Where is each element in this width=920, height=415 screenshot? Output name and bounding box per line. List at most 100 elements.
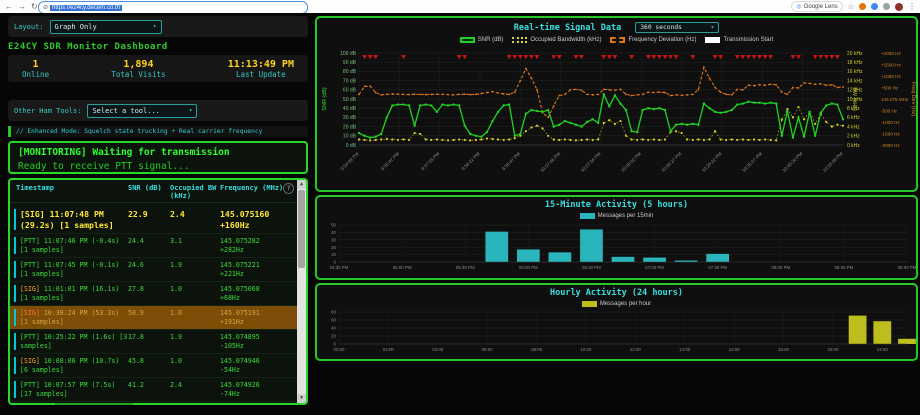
monitoring-status: [MONITORING] Waiting for transmission: [18, 146, 298, 160]
svg-text:6 kHz: 6 kHz: [847, 115, 860, 121]
freq-cell: 145.074926-74Hz: [220, 381, 297, 398]
legend-item[interactable]: Frequency Deviation (Hz): [610, 37, 696, 43]
svg-text:0 kHz: 0 kHz: [847, 143, 860, 149]
timestamp-cell: [SIG] 10:08:06 PM (10.7s) [6 samples]: [14, 357, 128, 374]
svg-text:Freq Dev (Hz): Freq Dev (Hz): [910, 82, 916, 117]
svg-text:80: 80: [331, 310, 336, 315]
svg-text:12:00: 12:00: [630, 347, 642, 352]
svg-text:02:00: 02:00: [383, 347, 395, 352]
legend-item[interactable]: Occupied Bandwidth (kHz): [512, 37, 601, 43]
svg-text:20:00: 20:00: [827, 347, 839, 352]
timestamp-cell: [SIG] 10:30:24 PM (53.3s) [1 samples]: [14, 309, 128, 326]
scrollbar-thumb[interactable]: [298, 190, 305, 268]
extension-icon-orange[interactable]: [859, 3, 866, 10]
svg-text:9:58:47 PM: 9:58:47 PM: [501, 151, 521, 171]
stat-total-visits: 1,894 Total Visits: [111, 59, 165, 79]
activity15-legend: Messages per 15min: [580, 213, 654, 219]
svg-text:10: 10: [331, 252, 336, 257]
extension-icon-blue[interactable]: [871, 3, 878, 10]
site-info-icon[interactable]: ⊘: [43, 4, 48, 11]
svg-text:9:56:42 PM: 9:56:42 PM: [380, 151, 400, 171]
legend-item[interactable]: Transmission Start: [705, 37, 773, 43]
google-lens-button[interactable]: ◎ Google Lens: [791, 1, 842, 12]
svg-text:9:58:22 PM: 9:58:22 PM: [461, 151, 481, 171]
tools-bar: Other Ham Tools: Select a tool... ▾: [8, 100, 308, 121]
table-help-icon[interactable]: ?: [283, 183, 294, 194]
svg-text:16:00: 16:00: [729, 347, 741, 352]
svg-text:9:57:55 PM: 9:57:55 PM: [420, 151, 440, 171]
legend-item[interactable]: SNR (dB): [460, 37, 504, 43]
svg-text:10:07:46 PM: 10:07:46 PM: [539, 151, 561, 173]
table-row[interactable]: [SIG] 11:01:01 PM (16.1s) [1 samples]27.…: [10, 282, 297, 306]
legend-swatch: [610, 37, 625, 43]
timestamp-cell: [SIG] 11:07:48 PM (29.2s) [1 samples]: [14, 209, 128, 230]
bw-cell: 1.9: [170, 261, 220, 278]
snr-cell: 17.8: [128, 333, 170, 350]
table-row[interactable]: [PTT] 10:07:53 PM (2.7s) [3 samples]41.5…: [10, 402, 297, 403]
extensions-puzzle-icon[interactable]: [883, 3, 890, 10]
chevron-down-icon: ▾: [153, 23, 157, 30]
table-row[interactable]: [PTT] 10:25:22 PM (1.6s) [3 samples]17.8…: [10, 330, 297, 354]
scroll-up-icon[interactable]: ▲: [297, 180, 306, 189]
stat-online: 1 Online: [22, 59, 49, 79]
snr-cell: 24.6: [128, 261, 170, 278]
svg-text:16 kHz: 16 kHz: [847, 69, 863, 75]
svg-text:-500 Hz: -500 Hz: [881, 108, 898, 113]
svg-text:00:00: 00:00: [334, 347, 346, 352]
table-row[interactable]: [PTT] 11:07:46 PM (-0.4s) [1 samples]24.…: [10, 234, 297, 258]
freq-cell: 145.075160+160Hz: [220, 209, 297, 230]
bw-cell: 1.0: [170, 357, 220, 374]
freq-cell: 145.075221+221Hz: [220, 261, 297, 278]
table-row[interactable]: [SIG] 10:08:06 PM (10.7s) [6 samples]45.…: [10, 354, 297, 378]
table-row[interactable]: [SIG] 11:07:48 PM (29.2s) [1 samples]22.…: [10, 206, 297, 234]
monitoring-substatus: Ready to receive PTT signal...: [18, 160, 298, 173]
time-window-select[interactable]: 360 seconds ▾: [635, 22, 719, 33]
svg-text:20 dB: 20 dB: [343, 124, 357, 130]
hourly-chart-panel: Hourly Activity (24 hours) Messages per …: [315, 283, 918, 361]
svg-text:100 dB: 100 dB: [340, 51, 357, 57]
tools-select[interactable]: Select a tool... ▾: [87, 104, 197, 118]
browser-menu-icon[interactable]: ⋮: [908, 2, 916, 11]
forward-icon[interactable]: →: [18, 0, 26, 13]
svg-text:10:08:27 PM: 10:08:27 PM: [660, 151, 682, 173]
svg-text:40 dB: 40 dB: [343, 106, 357, 112]
svg-text:-1000 Hz: -1000 Hz: [881, 120, 900, 125]
svg-text:10:36:27 PM: 10:36:27 PM: [741, 151, 763, 173]
activity15-chart-panel: 15-Minute Activity (5 hours) Messages pe…: [315, 195, 918, 280]
svg-text:-2000 Hz: -2000 Hz: [881, 143, 900, 148]
svg-text:40: 40: [331, 326, 336, 331]
svg-text:SNR (dB): SNR (dB): [322, 87, 328, 111]
profile-avatar[interactable]: [895, 3, 903, 11]
svg-text:08:30 PM: 08:30 PM: [834, 265, 853, 270]
svg-text:4 kHz: 4 kHz: [847, 124, 860, 130]
clipped-next-panel: [55, 403, 133, 415]
table-scrollbar[interactable]: ▲ ▼: [297, 180, 306, 403]
svg-text:60: 60: [331, 318, 336, 323]
chevron-down-icon: ▾: [711, 24, 715, 31]
url-text: https://e24cy.decem.co.th: [50, 5, 122, 11]
timestamp-cell: [SIG] 11:01:01 PM (16.1s) [1 samples]: [14, 285, 128, 302]
svg-text:04:30 PM: 04:30 PM: [330, 265, 349, 270]
monitoring-panel: [MONITORING] Waiting for transmission Re…: [8, 141, 308, 174]
scroll-down-icon[interactable]: ▼: [297, 394, 306, 403]
table-row[interactable]: [PTT] 10:07:57 PM (7.5s) [17 samples]41.…: [10, 378, 297, 402]
signal-table-panel: Timestamp SNR (dB) Occupied BW (kHz) Fre…: [8, 178, 308, 405]
svg-text:05:00 PM: 05:00 PM: [393, 265, 412, 270]
realtime-chart-title: Real-time Signal Data: [514, 23, 621, 33]
svg-text:04:00: 04:00: [432, 347, 444, 352]
col-bw: Occupied BW (kHz): [170, 184, 220, 200]
freq-cell: 145.074946-54Hz: [220, 357, 297, 374]
table-row[interactable]: [SIG] 10:30:24 PM (53.3s) [1 samples]50.…: [10, 306, 297, 330]
layout-select[interactable]: Graph Only ▾: [50, 20, 162, 34]
svg-text:07:30 PM: 07:30 PM: [708, 265, 727, 270]
svg-text:10 dB: 10 dB: [343, 134, 357, 140]
svg-text:30: 30: [331, 237, 336, 242]
reload-icon[interactable]: ↻: [31, 0, 38, 13]
lens-label: Google Lens: [804, 4, 838, 10]
bookmark-star-icon[interactable]: ☆: [848, 3, 854, 11]
svg-text:-1500 Hz: -1500 Hz: [881, 131, 900, 136]
table-row[interactable]: [PTT] 11:07:45 PM (-0.1s) [1 samples]24.…: [10, 258, 297, 282]
back-icon[interactable]: ←: [5, 0, 13, 13]
svg-text:22:00: 22:00: [877, 347, 889, 352]
svg-text:20: 20: [331, 334, 336, 339]
